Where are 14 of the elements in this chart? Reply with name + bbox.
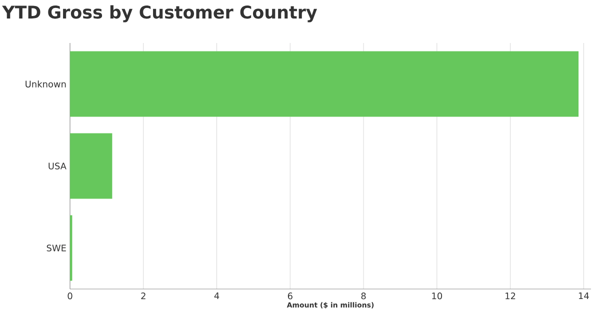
y-tick-label: SWE [46,244,66,252]
y-tick-label: Unknown [26,80,66,88]
bar [70,51,579,117]
x-tick-label: 8 [361,292,366,300]
y-tick-label: USA [48,162,66,170]
x-tick-label: 10 [432,292,442,300]
x-tick-label: 4 [214,292,220,300]
x-tick-label: 0 [68,292,72,300]
x-tick-label: 6 [288,292,292,300]
bar [70,133,112,199]
x-tick-label: 2 [141,292,146,300]
chart-title: YTD Gross by Customer Country [2,5,317,22]
x-tick-label: 14 [578,292,589,300]
x-tick-label: 12 [506,292,516,300]
